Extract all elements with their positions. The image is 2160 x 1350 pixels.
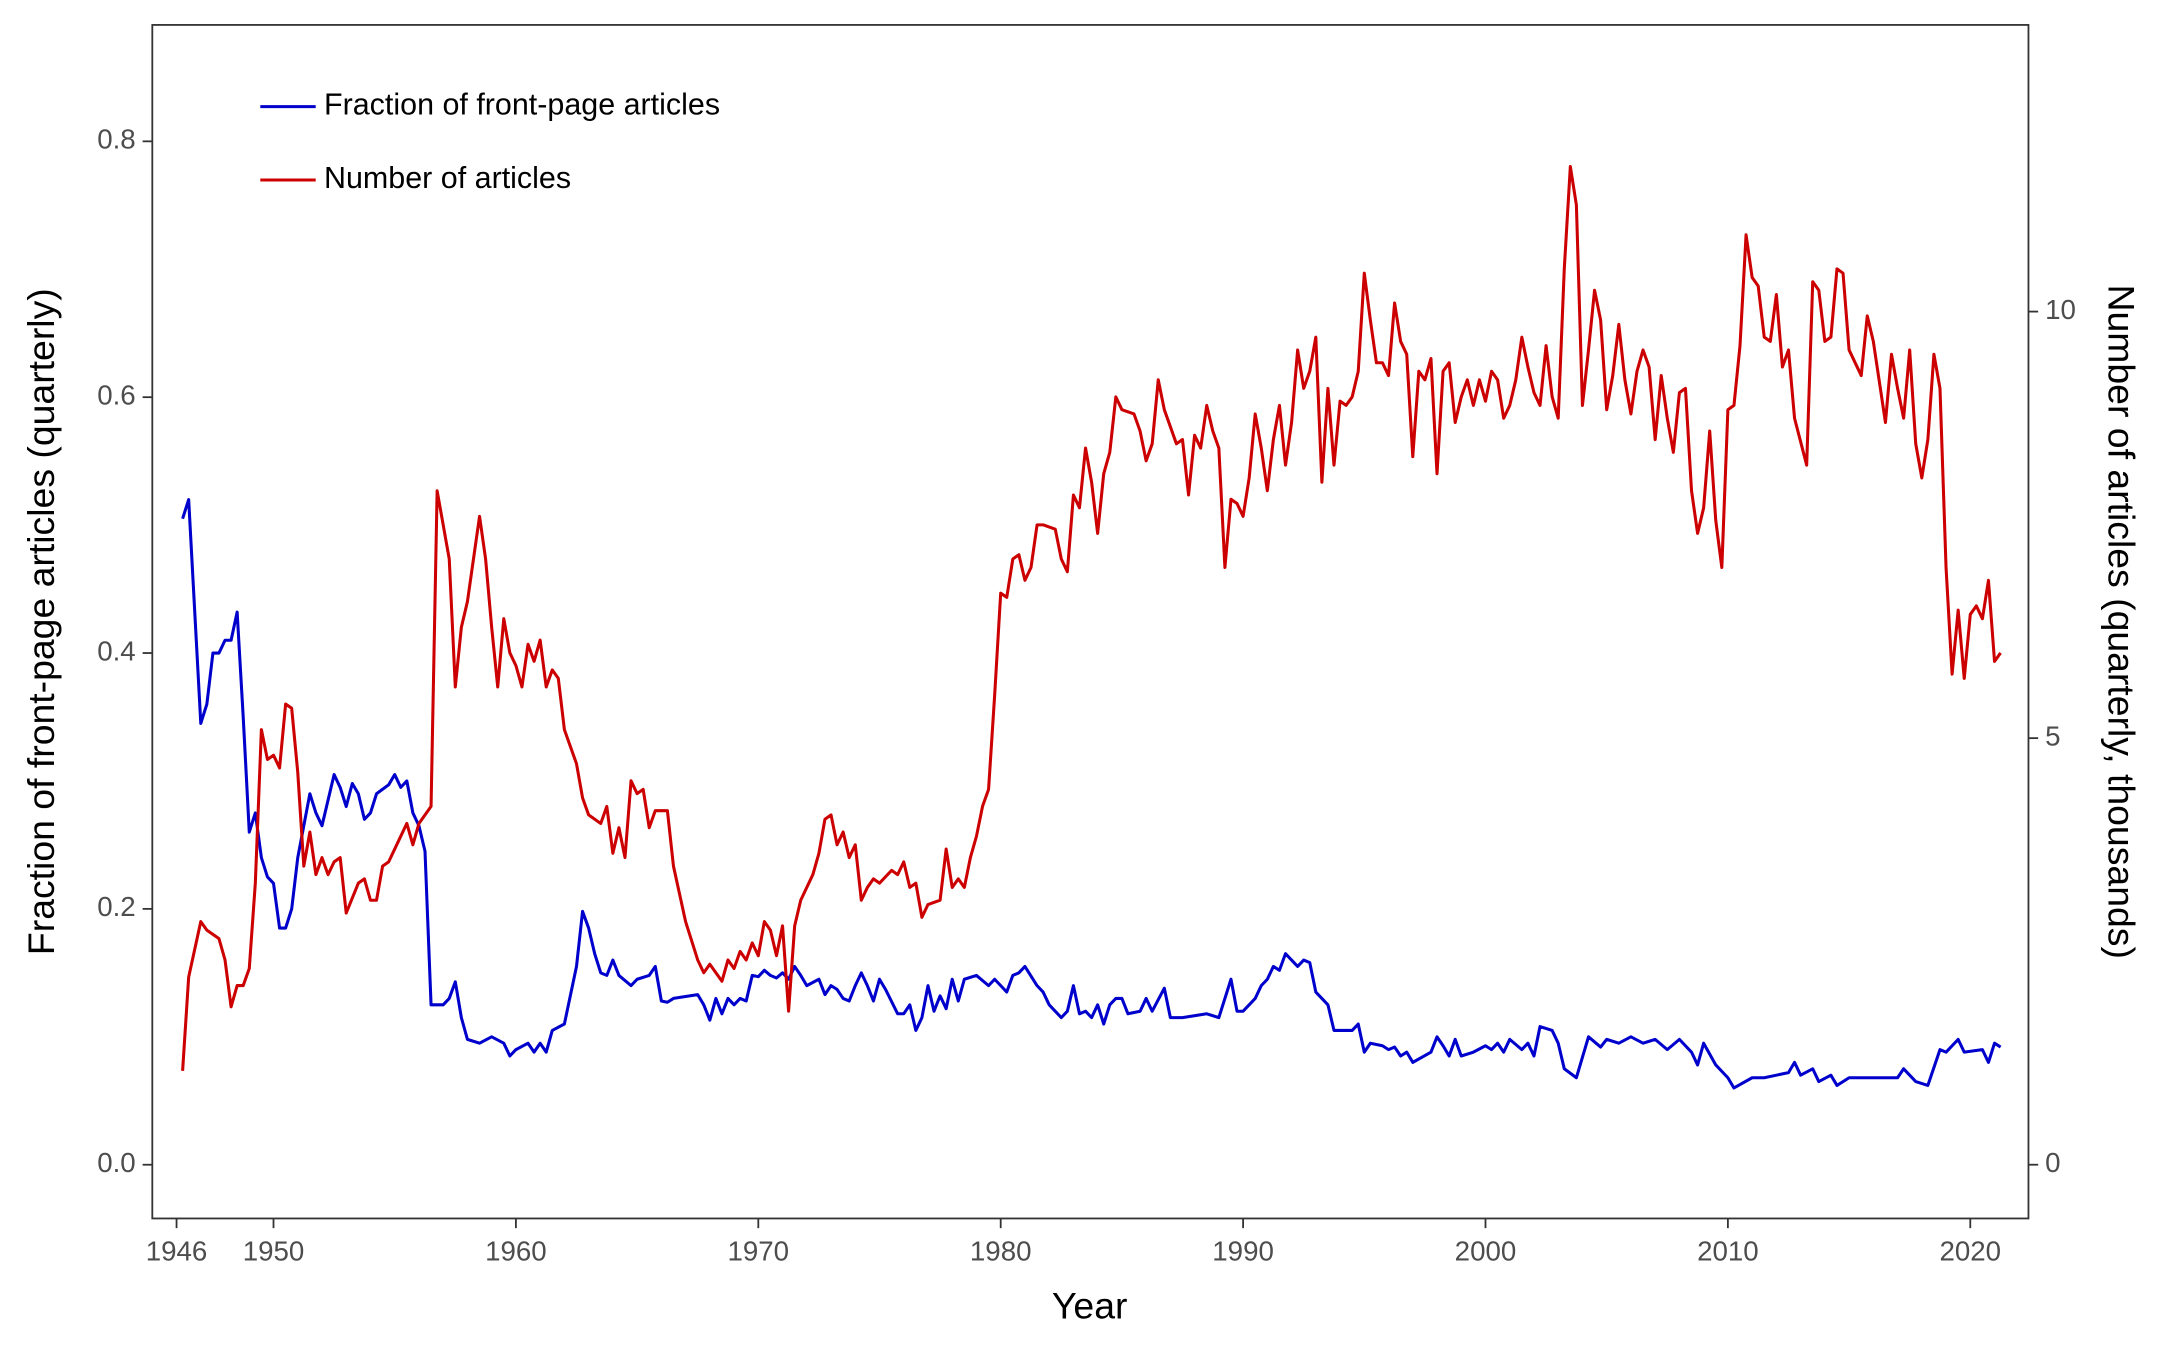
y-axis-title: Fraction of front-page articles (quarter… [20,288,62,955]
x-tick-label: 1990 [1212,1235,1274,1266]
y-tick-label: 0.8 [97,124,136,155]
y2-tick-label: 0 [2045,1147,2060,1178]
x-tick-label: 1980 [970,1235,1032,1266]
legend-label: Number of articles [324,161,571,195]
y-tick-label: 0.4 [97,635,136,666]
x-tick-label: 1946 [146,1235,208,1266]
x-tick-label: 1950 [243,1235,305,1266]
y2-tick-label: 10 [2045,294,2076,325]
x-axis-title: Year [1052,1284,1128,1326]
legend-label: Fraction of front-page articles [324,88,720,122]
x-tick-label: 2010 [1697,1235,1759,1266]
y2-tick-label: 5 [2045,720,2060,751]
x-tick-label: 1970 [727,1235,789,1266]
series-line [181,165,2002,1071]
y2-axis-title: Number of articles (quarterly, thousands… [2101,284,2143,958]
x-tick-label: 2000 [1455,1235,1517,1266]
x-tick-label: 2020 [1939,1235,2001,1266]
plot-border [151,24,2030,1220]
series-line [181,498,2002,1090]
x-tick-label: 1960 [485,1235,547,1266]
y-tick-label: 0.0 [97,1147,136,1178]
y-tick-label: 0.2 [97,891,136,922]
y-tick-label: 0.6 [97,379,136,410]
